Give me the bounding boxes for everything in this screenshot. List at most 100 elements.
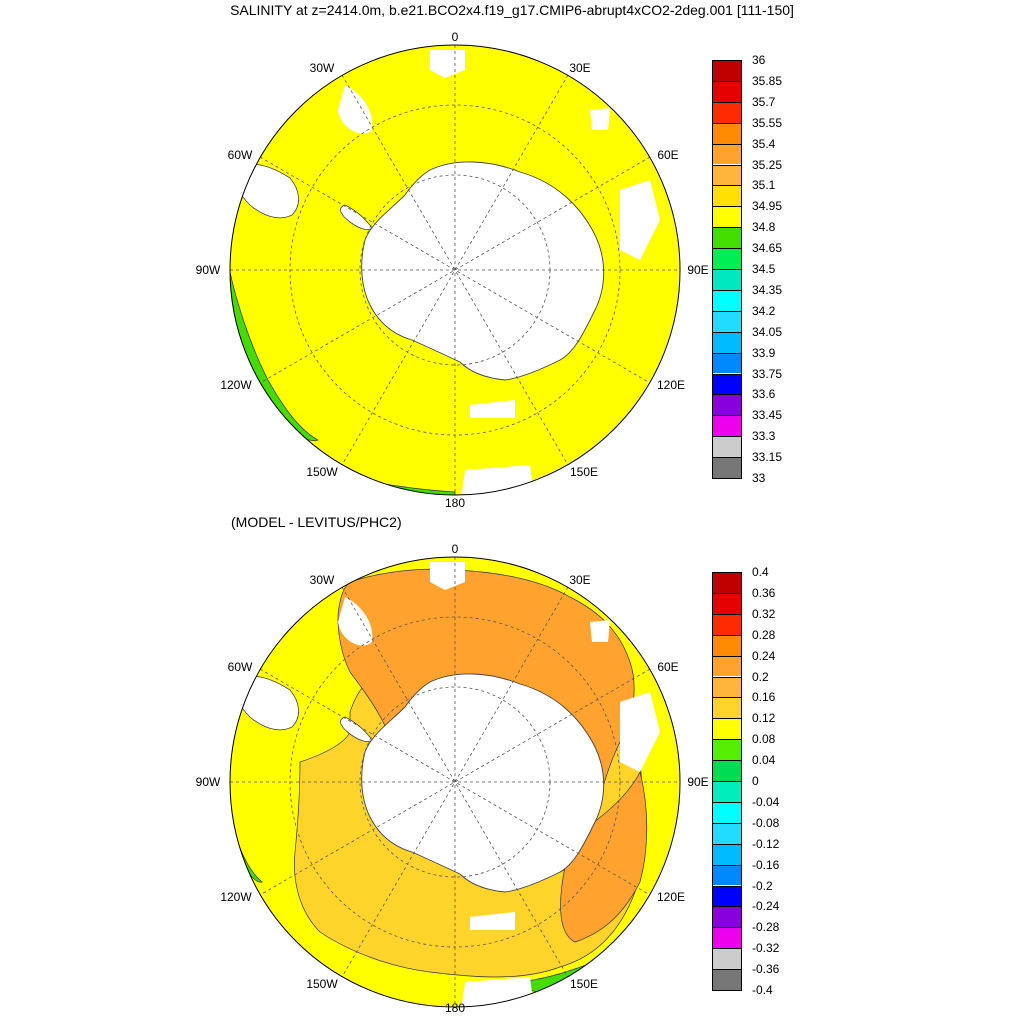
colorbar-swatch: [713, 415, 741, 437]
colorbar-swatch: [713, 739, 741, 761]
colorbar-swatch: [713, 906, 741, 928]
missing-data-patch: [430, 562, 465, 590]
colorbar-label: -0.04: [752, 794, 780, 809]
colorbar-swatch: [713, 697, 741, 719]
lon-label: 60E: [657, 148, 678, 162]
lon-label: 120E: [657, 890, 685, 904]
colorbar-label: -0.2: [752, 878, 773, 893]
missing-data-patch: [590, 620, 610, 642]
figure-title: SALINITY at z=2414.0m, b.e21.BCO2x4.f19_…: [230, 2, 794, 18]
colorbar-swatch: [713, 185, 741, 207]
longitude-labels: 0 30E 60E 90E 120E 150E 180 150W 120W 90…: [196, 30, 709, 510]
colorbar-label: -0.4: [752, 983, 773, 997]
colorbar-swatch: [713, 885, 741, 907]
panel-subtitle: (MODEL - LEVITUS/PHC2): [231, 514, 402, 530]
colorbar-swatch: [713, 436, 741, 458]
lon-label: 90E: [687, 775, 708, 789]
lon-label: 120E: [657, 378, 685, 392]
colorbar-swatches: [712, 60, 742, 479]
colorbar-swatch: [713, 352, 741, 374]
colorbar-label: 33: [752, 471, 766, 485]
colorbar-swatch: [713, 843, 741, 865]
colorbar-swatches: [712, 572, 742, 991]
colorbar-label: 35.55: [752, 115, 783, 130]
missing-data-patch: [338, 85, 373, 134]
colorbar-label: -0.12: [752, 836, 780, 851]
lon-label: 90W: [196, 263, 221, 277]
colorbar-label: 35.4: [752, 136, 776, 151]
colorbar-label: 0.2: [752, 669, 769, 684]
colorbar-swatch: [713, 927, 741, 949]
lon-label: 150W: [306, 977, 338, 991]
colorbar-swatch: [713, 373, 741, 395]
colorbar-label: -0.24: [752, 899, 780, 914]
lon-label: 30E: [569, 573, 590, 587]
colorbar-label: -0.32: [752, 941, 780, 956]
lon-label: 0: [452, 30, 459, 44]
colorbar-swatch: [713, 310, 741, 332]
colorbar-swatch: [713, 592, 741, 614]
colorbar-swatch: [713, 822, 741, 844]
lon-label: 150W: [306, 465, 338, 479]
colorbar-swatch: [713, 331, 741, 353]
colorbar-label: 34.65: [752, 241, 783, 256]
missing-data-patch: [460, 465, 535, 495]
graticule: [230, 45, 680, 495]
colorbar-swatch: [713, 634, 741, 656]
colorbar-label: 0.04: [752, 753, 776, 768]
colorbar-label: 36: [752, 53, 766, 67]
lon-label: 30E: [569, 61, 590, 75]
missing-data-patch: [430, 50, 465, 78]
colorbar-label: 35.1: [752, 178, 776, 193]
colorbar-swatch: [713, 101, 741, 123]
lon-label: 60W: [228, 660, 253, 674]
colorbar-label: 33.15: [752, 450, 783, 465]
salinity-map: 0 30E 60E 90E 120E 150E 180 150W 120W 90…: [196, 30, 709, 510]
missing-data-patch: [338, 597, 373, 646]
missing-data-patch: [470, 912, 515, 930]
map-boundary: [229, 44, 681, 496]
colorbar-swatch: [713, 864, 741, 886]
colorbar-label: -0.28: [752, 920, 780, 935]
colorbar-label: 0.12: [752, 711, 776, 726]
salinity-map-panel: 0 30E 60E 90E 120E 150E 180 150W 120W 90…: [196, 30, 783, 510]
lon-label: 60W: [228, 148, 253, 162]
colorbar-label: 34.35: [752, 282, 783, 297]
colorbar-label: 0.24: [752, 648, 776, 663]
colorbar-label: 0.08: [752, 732, 776, 747]
colorbar-label: 0.28: [752, 627, 776, 642]
colorbar-swatch: [713, 655, 741, 677]
colorbar-swatch: [713, 206, 741, 228]
lon-label: 180: [445, 1001, 465, 1015]
colorbar-swatch: [713, 143, 741, 165]
lon-label: 30W: [310, 573, 335, 587]
colorbar-swatch: [713, 613, 741, 635]
colorbar-swatch: [713, 289, 741, 311]
colorbar-label: -0.16: [752, 857, 780, 872]
colorbar-swatch: [713, 60, 741, 81]
colorbar-label: 0.16: [752, 690, 776, 705]
colorbar-label: 0.36: [752, 585, 776, 600]
missing-data-patch: [470, 400, 515, 418]
lon-label: 120W: [220, 890, 252, 904]
colorbar-swatch: [713, 80, 741, 102]
longitude-labels: 0 30E 60E 90E 120E 150E 180 150W 120W 90…: [196, 542, 709, 1015]
colorbar-swatch: [713, 760, 741, 781]
lon-label: 0: [452, 542, 459, 556]
colorbar-swatch: [713, 457, 741, 478]
colorbar-swatch: [713, 718, 741, 740]
colorbar-label: 34.8: [752, 220, 776, 235]
colorbar-swatch: [713, 801, 741, 823]
lon-label: 120W: [220, 378, 252, 392]
colorbar-label: 0.32: [752, 606, 776, 621]
colorbar-label: 34.5: [752, 262, 776, 276]
colorbar-label: 33.3: [752, 429, 776, 444]
colorbar-label: 33.45: [752, 408, 783, 423]
lon-label: 180: [445, 496, 465, 510]
colorbar-label: 35.85: [752, 73, 783, 88]
colorbar-label: 34.2: [752, 303, 776, 318]
colorbar-label: 34.05: [752, 324, 783, 339]
colorbar-label: 35.25: [752, 157, 783, 172]
colorbar-swatch: [713, 676, 741, 698]
difference-map: 0 30E 60E 90E 120E 150E 180 150W 120W 90…: [196, 542, 709, 1015]
